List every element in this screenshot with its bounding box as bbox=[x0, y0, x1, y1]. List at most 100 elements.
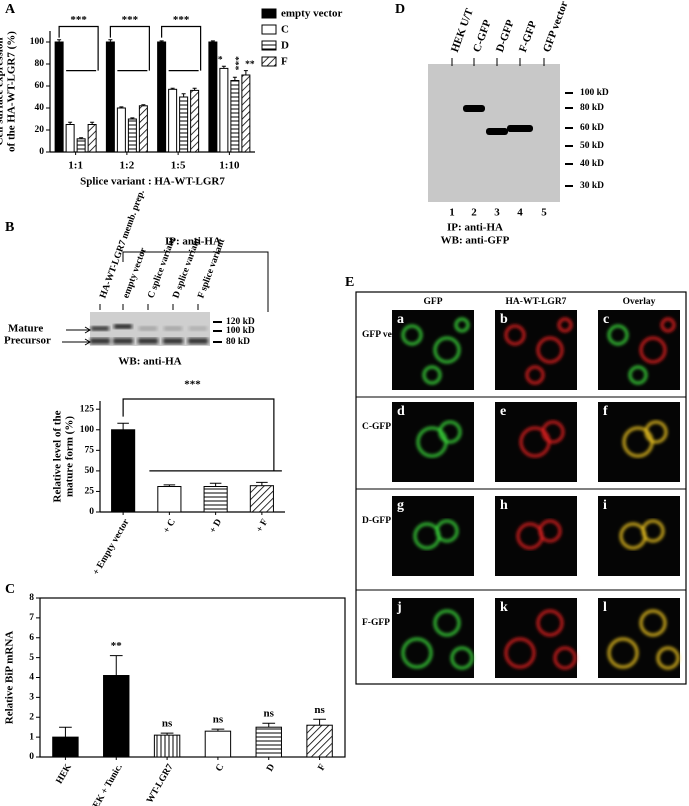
band bbox=[114, 324, 132, 329]
lane-label: F-GFP bbox=[517, 19, 539, 54]
significance: ** bbox=[111, 640, 123, 652]
cell bbox=[536, 336, 564, 364]
cell bbox=[644, 420, 668, 444]
cells bbox=[622, 420, 668, 458]
x-tick-label: + C bbox=[162, 517, 178, 535]
cells bbox=[504, 317, 573, 385]
error-bar bbox=[209, 482, 222, 487]
bar bbox=[54, 41, 64, 153]
error-bar bbox=[108, 39, 113, 42]
lane-number: 2 bbox=[471, 207, 477, 219]
error-bar bbox=[109, 655, 123, 676]
lane-number: 5 bbox=[541, 207, 547, 219]
bar bbox=[52, 736, 79, 758]
legend-swatch bbox=[261, 40, 277, 51]
cell bbox=[401, 324, 423, 346]
bar bbox=[255, 726, 282, 758]
cell bbox=[525, 365, 545, 385]
bar bbox=[219, 67, 229, 153]
ip-bracket bbox=[122, 251, 269, 312]
micrograph bbox=[495, 496, 577, 576]
legend-label: D bbox=[281, 40, 289, 52]
band bbox=[139, 326, 157, 331]
x-tick-label: D bbox=[265, 762, 277, 773]
image-letter: l bbox=[603, 600, 607, 615]
cell bbox=[504, 637, 536, 669]
cell bbox=[433, 609, 461, 637]
cells bbox=[413, 519, 459, 550]
significance: *** bbox=[173, 14, 190, 26]
lane-number: 1 bbox=[449, 207, 455, 219]
significance: *** bbox=[230, 56, 240, 70]
bracket bbox=[109, 25, 150, 72]
error-bar bbox=[117, 422, 129, 430]
micrograph bbox=[392, 402, 474, 482]
cell bbox=[454, 317, 470, 333]
band bbox=[164, 326, 182, 331]
bar bbox=[127, 118, 137, 153]
bar bbox=[241, 74, 251, 153]
bracket bbox=[161, 25, 202, 72]
bracket bbox=[122, 398, 282, 472]
error-bar bbox=[232, 76, 237, 81]
marker-label: 40 kD bbox=[580, 159, 604, 169]
error-bar bbox=[119, 106, 124, 108]
error-bar bbox=[170, 87, 175, 90]
panel-letter: C bbox=[5, 582, 15, 597]
arrow bbox=[66, 326, 91, 334]
micrograph bbox=[392, 496, 474, 576]
panel-frame bbox=[355, 291, 687, 685]
bar bbox=[190, 89, 200, 153]
micrograph bbox=[598, 496, 680, 576]
y-tick-label: 5 bbox=[29, 653, 34, 663]
bar bbox=[87, 124, 97, 153]
panel-letter: B bbox=[5, 220, 14, 235]
column-header: HA-WT-LGR7 bbox=[506, 297, 567, 307]
significance: *** bbox=[184, 379, 201, 391]
cell bbox=[553, 646, 577, 670]
y-tick-label: 0 bbox=[39, 147, 44, 157]
micrograph bbox=[392, 310, 474, 390]
y-tick-label: 0 bbox=[89, 507, 94, 517]
bar bbox=[76, 138, 86, 153]
error-bar bbox=[181, 93, 186, 97]
y-axis-label: mature form (%) bbox=[64, 416, 76, 497]
lane-label: HA-WT-LGR7 memb. prep. bbox=[98, 189, 147, 300]
significance: ** bbox=[213, 55, 223, 65]
cell bbox=[450, 646, 474, 670]
cell bbox=[656, 646, 680, 670]
y-tick-label: 7 bbox=[29, 613, 34, 623]
significance: ns bbox=[162, 718, 173, 730]
marker-label: 50 kD bbox=[580, 141, 604, 151]
marker-label: 80 kD bbox=[580, 103, 604, 113]
panel-letter: A bbox=[5, 2, 16, 17]
cell bbox=[536, 609, 564, 637]
error-bar bbox=[262, 722, 276, 728]
micrograph bbox=[598, 598, 680, 678]
x-tick-label: HEK bbox=[55, 762, 75, 786]
cells bbox=[516, 519, 562, 550]
band bbox=[463, 105, 485, 112]
lane-number: 3 bbox=[494, 207, 500, 219]
error-bar bbox=[221, 65, 226, 69]
x-tick-label: + F bbox=[255, 517, 271, 534]
image-letter: g bbox=[397, 498, 404, 513]
significance: ns bbox=[264, 708, 275, 720]
legend-swatch bbox=[261, 56, 277, 67]
arrow bbox=[62, 338, 91, 346]
error-bar bbox=[59, 726, 72, 738]
band-label: Precursor bbox=[4, 335, 51, 347]
cell bbox=[433, 336, 461, 364]
error-bar bbox=[160, 732, 174, 736]
bar bbox=[116, 107, 126, 153]
error-bar bbox=[68, 121, 73, 125]
cells bbox=[607, 317, 676, 385]
band-label: Mature bbox=[8, 323, 43, 335]
cell bbox=[639, 336, 667, 364]
y-tick-label: 50 bbox=[85, 466, 95, 476]
y-tick-label: 1 bbox=[29, 732, 34, 742]
image-letter: i bbox=[603, 498, 607, 513]
y-axis-label: of the HA-WT-LGR7 (%) bbox=[6, 31, 18, 152]
error-bar bbox=[90, 121, 95, 125]
legend-swatch bbox=[261, 24, 277, 35]
